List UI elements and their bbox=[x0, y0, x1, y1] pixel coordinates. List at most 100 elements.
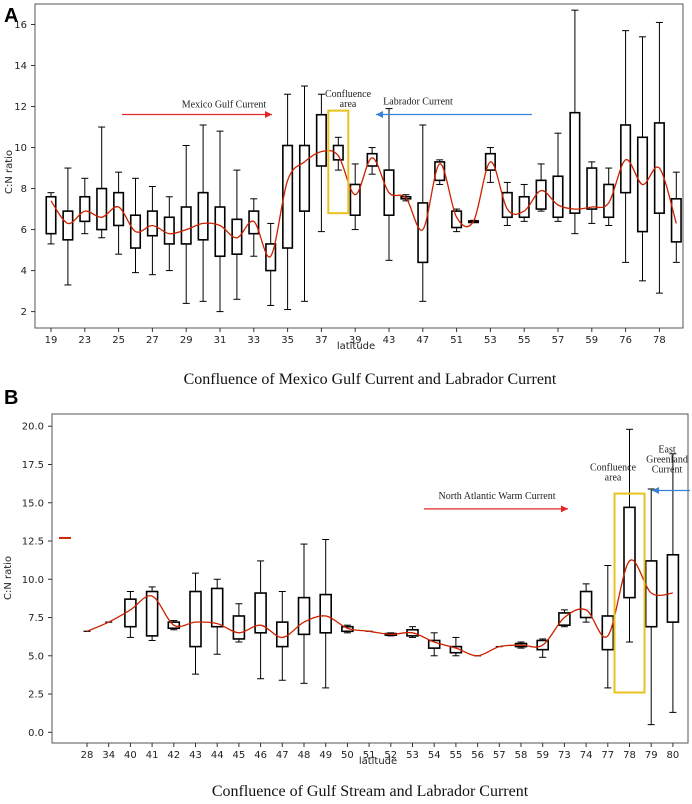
confluence-highlight-b bbox=[613, 492, 646, 694]
x-tick-label: 55 bbox=[450, 750, 463, 761]
box-iqr bbox=[96, 187, 108, 231]
x-tick-label: 40 bbox=[124, 750, 137, 761]
box-lat-24 bbox=[96, 126, 108, 239]
x-tick-label: 43 bbox=[383, 335, 396, 346]
box-lat-36 bbox=[298, 85, 311, 302]
box-iqr bbox=[146, 210, 158, 237]
x-tick-label: 34 bbox=[102, 750, 115, 761]
box-iqr bbox=[254, 592, 267, 634]
x-tick-label: 80 bbox=[667, 750, 680, 761]
box-iqr bbox=[569, 111, 581, 214]
caption-b: Confluence of Gulf Stream and Labrador C… bbox=[212, 783, 529, 800]
arrow-mexico-gulf-current-head bbox=[265, 111, 272, 119]
x-tick-label: 31 bbox=[214, 335, 227, 346]
x-tick-label: 76 bbox=[619, 335, 632, 346]
box-lat-78 bbox=[623, 428, 636, 643]
box-lat-40 bbox=[124, 591, 137, 638]
box-iqr bbox=[535, 179, 547, 210]
box-lat-73 bbox=[558, 609, 571, 628]
box-iqr bbox=[623, 506, 636, 599]
trend-line-b bbox=[86, 559, 673, 657]
box-lat-54 bbox=[501, 181, 513, 226]
box-lat-77 bbox=[636, 36, 649, 282]
annotation-labrador-current: Labrador Current bbox=[383, 97, 453, 108]
annotation-greenland: Greenland bbox=[646, 454, 688, 465]
y-tick-label: 6 bbox=[21, 225, 27, 236]
x-tick-label: 59 bbox=[536, 750, 549, 761]
x-tick-label: 33 bbox=[247, 335, 260, 346]
box-lat-49 bbox=[319, 538, 333, 689]
box-iqr bbox=[197, 191, 209, 241]
box-iqr bbox=[579, 590, 593, 619]
plot-frame-b bbox=[51, 413, 689, 744]
x-tick-label: 28 bbox=[81, 750, 94, 761]
x-tick-label: 43 bbox=[189, 750, 202, 761]
arrow-east-greenland-current-head bbox=[652, 487, 659, 495]
annotation-current: Current bbox=[652, 464, 683, 475]
plot-frame-a bbox=[34, 3, 684, 329]
annotation-north-atlantic-warm-current: North Atlantic Warm Current bbox=[438, 491, 555, 502]
x-tick-label: 78 bbox=[623, 750, 636, 761]
y-tick-label: 8 bbox=[21, 184, 27, 195]
box-iqr bbox=[349, 183, 361, 217]
x-tick-label: 41 bbox=[146, 750, 159, 761]
box-iqr bbox=[558, 612, 571, 626]
box-lat-57 bbox=[552, 132, 564, 222]
panel-label-b: B bbox=[4, 387, 18, 409]
box-lat-43 bbox=[189, 572, 202, 675]
box-lat-26 bbox=[129, 177, 142, 274]
x-tick-label: 37 bbox=[315, 335, 328, 346]
y-tick-label: 15.0 bbox=[22, 498, 44, 509]
annotation-area: area bbox=[340, 99, 357, 110]
box-lat-77 bbox=[601, 564, 615, 689]
panel-label-a: A bbox=[4, 5, 18, 27]
y-tick-label: 16 bbox=[14, 20, 27, 31]
x-tick-label: 47 bbox=[276, 750, 289, 761]
x-tick-label: 39 bbox=[349, 335, 362, 346]
box-iqr bbox=[214, 206, 226, 258]
y-axis-label-b: C:N ratio bbox=[3, 556, 14, 600]
box-iqr bbox=[265, 243, 277, 272]
box-lat-54 bbox=[427, 632, 441, 657]
box-lat-78 bbox=[653, 21, 665, 294]
box-iqr bbox=[113, 191, 125, 227]
box-iqr bbox=[518, 195, 530, 219]
box-lat-28 bbox=[163, 196, 175, 272]
box-lat-43 bbox=[383, 108, 395, 261]
box-iqr bbox=[79, 195, 91, 223]
box-lat-29 bbox=[180, 144, 192, 304]
x-tick-label: 57 bbox=[493, 750, 506, 761]
box-lat-47 bbox=[417, 124, 429, 302]
box-lat-46 bbox=[254, 560, 267, 680]
x-tick-label: 79 bbox=[645, 750, 658, 761]
box-iqr bbox=[145, 590, 159, 637]
x-tick-label: 51 bbox=[363, 750, 376, 761]
box-iqr bbox=[282, 144, 294, 249]
box-iqr bbox=[62, 210, 74, 241]
box-lat-56 bbox=[535, 163, 547, 212]
x-tick-label: 48 bbox=[298, 750, 311, 761]
annotation-confluence: Confluence bbox=[325, 89, 372, 100]
x-tick-label: 74 bbox=[580, 750, 593, 761]
box-iqr bbox=[417, 202, 429, 264]
box-lat-41 bbox=[145, 586, 159, 641]
box-lat-34 bbox=[265, 222, 277, 306]
box-lat-74 bbox=[579, 583, 593, 623]
y-tick-label: 2.5 bbox=[28, 690, 44, 701]
x-tick-label: 29 bbox=[180, 335, 193, 346]
y-tick-label: 20.0 bbox=[22, 422, 44, 433]
box-iqr bbox=[332, 144, 344, 161]
annotation-east: East bbox=[658, 444, 675, 455]
y-tick-label: 10 bbox=[14, 143, 27, 154]
box-iqr bbox=[451, 210, 463, 229]
box-iqr bbox=[275, 621, 289, 648]
box-lat-55 bbox=[518, 183, 530, 222]
box-lat-37 bbox=[315, 93, 327, 233]
y-tick-label: 7.5 bbox=[28, 613, 44, 624]
y-tick-label: 0.0 bbox=[28, 728, 44, 739]
box-lat-27 bbox=[146, 186, 158, 276]
chart-panel-b: North Atlantic Warm Current Confluenceare… bbox=[3, 413, 690, 767]
x-tick-label: 47 bbox=[416, 335, 429, 346]
box-lat-30 bbox=[197, 124, 209, 302]
